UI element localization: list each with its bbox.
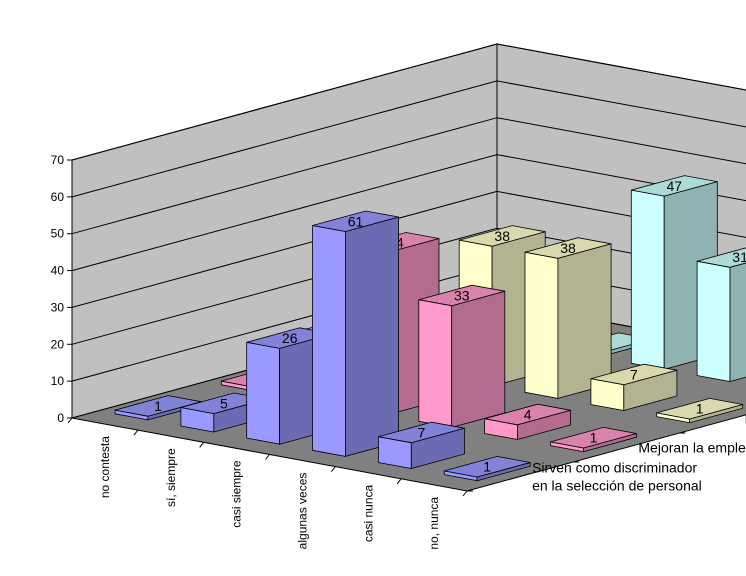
series-label-line: Mejoran la empleabilidad bbox=[638, 440, 746, 456]
bar: 31 bbox=[696, 247, 746, 383]
bar-top bbox=[459, 225, 546, 247]
y-tick-label: 20 bbox=[51, 337, 65, 351]
gridline bbox=[71, 117, 746, 235]
data-label: 38 bbox=[494, 228, 510, 244]
category-label: sí, siempre bbox=[164, 448, 178, 507]
category-label: algunas veces bbox=[295, 473, 309, 550]
data-label: 38 bbox=[560, 240, 576, 256]
y-tick-label: 60 bbox=[51, 190, 65, 204]
category-label: casi siempre bbox=[230, 460, 244, 528]
data-label: 47 bbox=[667, 178, 683, 194]
bar-front bbox=[418, 299, 453, 428]
data-label: 1 bbox=[590, 430, 598, 446]
bar-top bbox=[550, 426, 637, 449]
series-label: Mejoran la empleabilidad bbox=[638, 440, 746, 456]
data-label: 1 bbox=[483, 459, 491, 475]
gridline bbox=[71, 190, 746, 308]
bar-top bbox=[444, 455, 531, 478]
bar: 5 bbox=[180, 392, 268, 433]
bar-side bbox=[729, 262, 746, 383]
category-label: no contesta bbox=[98, 436, 112, 498]
x-tick bbox=[133, 429, 139, 436]
category-label: casi nunca bbox=[361, 484, 375, 542]
bar-front bbox=[312, 225, 346, 457]
bar-top bbox=[378, 421, 465, 444]
series-label-line: Sirven como discriminador bbox=[532, 460, 697, 476]
bar-front bbox=[246, 341, 281, 445]
x-tick bbox=[330, 466, 336, 472]
bar-front bbox=[524, 251, 559, 399]
bar: 1 bbox=[443, 455, 531, 482]
bar-front bbox=[630, 189, 665, 370]
x-tick bbox=[396, 478, 402, 485]
y-tick-label: 30 bbox=[51, 300, 65, 314]
bar: 1 bbox=[656, 397, 744, 424]
bar-top bbox=[590, 363, 678, 386]
bar-top bbox=[418, 284, 505, 307]
y-tick-label: 0 bbox=[57, 411, 64, 425]
data-label: 4 bbox=[524, 407, 532, 423]
bar-top bbox=[631, 175, 718, 197]
data-label: 31 bbox=[732, 249, 746, 265]
category-label: no, nunca bbox=[427, 497, 441, 550]
gridline bbox=[71, 80, 746, 198]
bar-side bbox=[344, 216, 400, 457]
bar: 33 bbox=[418, 284, 506, 428]
y-tick-label: 70 bbox=[51, 153, 65, 167]
gridline bbox=[71, 154, 746, 272]
series-label-line: en la selección de personal bbox=[532, 478, 702, 494]
bar-side bbox=[451, 290, 506, 428]
series-label: Mejoran la carrera profesional bbox=[745, 411, 746, 427]
series-label: Sirven como discriminador en la selección… bbox=[532, 460, 702, 494]
y-tick-label: 10 bbox=[51, 374, 65, 388]
data-label: 5 bbox=[220, 395, 228, 411]
data-label: 1 bbox=[696, 401, 704, 417]
gridline bbox=[71, 43, 746, 161]
bar: 61 bbox=[312, 210, 400, 457]
x-tick bbox=[67, 417, 73, 424]
gridline bbox=[71, 227, 746, 345]
bar-top bbox=[696, 247, 746, 268]
bar: 7 bbox=[590, 363, 678, 412]
bar: 7 bbox=[377, 421, 465, 470]
data-label: 7 bbox=[630, 366, 638, 382]
bar-top bbox=[656, 397, 743, 420]
bar-top bbox=[312, 210, 399, 232]
bar-front bbox=[696, 260, 731, 382]
y-tick-label: 50 bbox=[51, 227, 65, 241]
x-tick bbox=[265, 454, 270, 460]
data-label: 61 bbox=[348, 213, 364, 229]
data-label: 33 bbox=[454, 288, 470, 304]
y-tick-label: 40 bbox=[51, 264, 65, 278]
bar: 1 bbox=[550, 426, 637, 453]
data-label: 7 bbox=[418, 424, 426, 440]
series-label-line: Mejoran la carrera profesional bbox=[745, 411, 746, 427]
bar: 38 bbox=[524, 237, 612, 399]
x-tick bbox=[462, 490, 468, 497]
data-label: 26 bbox=[282, 330, 298, 346]
bar: 4 bbox=[484, 403, 571, 441]
bar-top bbox=[484, 403, 571, 426]
data-label: 1 bbox=[154, 398, 162, 414]
bar-top bbox=[524, 237, 612, 259]
x-tick bbox=[199, 442, 205, 448]
